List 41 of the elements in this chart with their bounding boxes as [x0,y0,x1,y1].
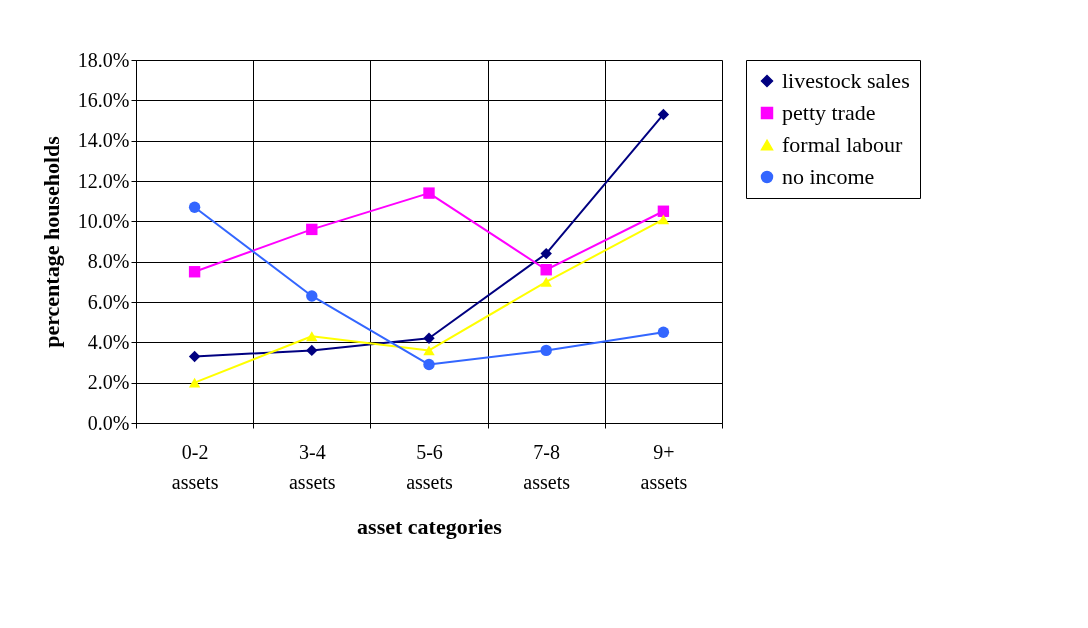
point [657,326,670,338]
y-tick-label: 10.0% [77,209,130,232]
point [423,187,435,199]
x-tick-label: 9+ assets [640,440,688,493]
point [188,266,201,278]
x-tick-label: 5-6 assets [406,440,454,493]
point [188,201,201,213]
point [306,331,318,342]
point [306,223,318,236]
point [423,332,435,344]
y-tick-label: 18.0% [77,48,130,71]
point [423,345,435,356]
point [540,344,552,357]
y-tick-label: 2.0% [87,371,130,394]
legend-label: formal labour [782,132,904,157]
y-tick-label: 14.0% [77,129,130,152]
point [657,214,670,225]
legend-label: livestock sales [782,68,910,93]
x-tick-label: 3-4 assets [288,440,336,493]
point [306,344,318,357]
point [540,264,552,276]
y-tick-label: 6.0% [87,290,130,313]
point [423,358,435,371]
point [188,377,201,388]
point [540,247,552,260]
y-tick-label: 8.0% [87,250,130,273]
point [657,108,670,121]
point [657,205,670,217]
y-tick-label: 12.0% [77,169,130,192]
x-tick-label: 7-8 assets [523,440,571,493]
point [306,290,318,302]
y-axis-title: percentage households [38,135,64,348]
point [540,276,552,287]
y-tick-label: 4.0% [87,330,130,353]
legend-label: no income [782,164,875,189]
x-axis-title: asset categories [357,513,503,539]
point [188,350,201,363]
x-tick-label: 0-2 assets [171,440,219,493]
y-tick-label: 16.0% [77,88,130,111]
y-tick-label: 0.0% [87,411,130,434]
legend-label: petty trade [782,100,876,125]
